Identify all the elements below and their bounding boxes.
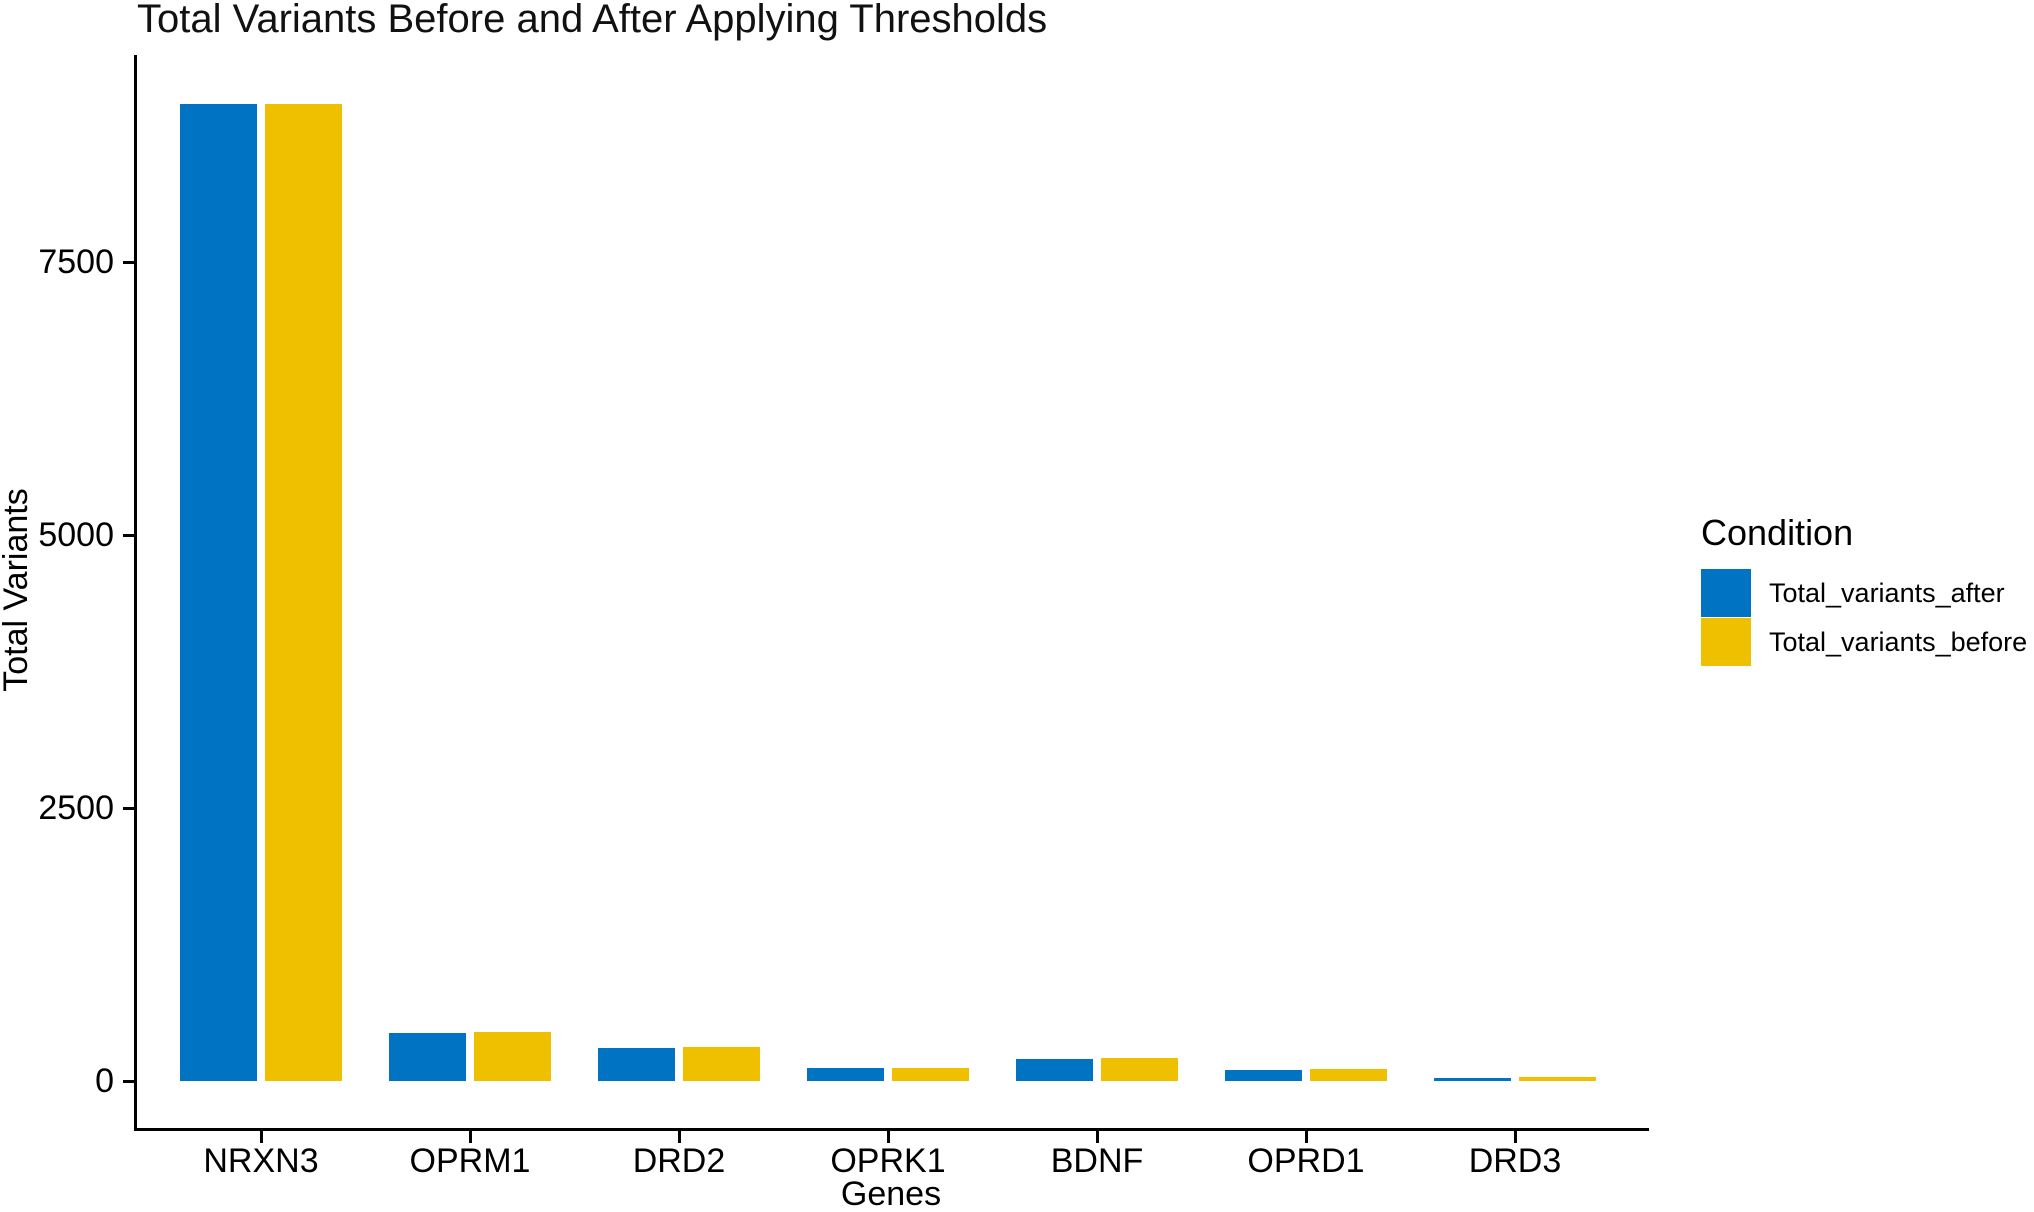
- y-tick-mark: [123, 1080, 134, 1083]
- x-tick-mark: [260, 1131, 263, 1143]
- x-tick-label: BDNF: [1050, 1142, 1144, 1180]
- legend-swatch-total-variants-after: [1701, 569, 1751, 617]
- bar-total_variants_after-oprd1: [1225, 1070, 1302, 1081]
- legend-label-total-variants-after: Total_variants_after: [1769, 578, 2005, 608]
- bar-total_variants_before-oprk1: [892, 1068, 969, 1081]
- bar-total_variants_after-bdnf: [1016, 1059, 1093, 1081]
- bar-total_variants_after-drd2: [598, 1048, 675, 1081]
- legend-swatch-total-variants-before: [1701, 618, 1751, 666]
- x-tick-mark: [469, 1131, 472, 1143]
- y-tick-mark: [123, 534, 134, 537]
- x-tick-label: DRD2: [632, 1142, 726, 1180]
- x-tick-label: DRD3: [1468, 1142, 1562, 1180]
- bar-total_variants_after-oprm1: [389, 1033, 466, 1081]
- bar-total_variants_after-nrxn3: [180, 104, 257, 1081]
- legend-label-total-variants-before: Total_variants_before: [1769, 627, 2028, 657]
- x-tick-label: OPRD1: [1247, 1142, 1365, 1180]
- y-axis-title: Total Variants: [0, 488, 35, 692]
- y-tick-label: 7500: [38, 243, 114, 281]
- legend-title: Condition: [1701, 512, 1854, 553]
- y-tick-mark: [123, 807, 134, 810]
- bar-total_variants_before-bdnf: [1101, 1058, 1178, 1081]
- bar-total_variants_before-drd3: [1519, 1077, 1596, 1081]
- x-axis-title: Genes: [840, 1175, 942, 1212]
- x-tick-label: NRXN3: [203, 1142, 319, 1180]
- x-tick-mark: [1305, 1131, 1308, 1143]
- y-tick-mark: [123, 261, 134, 264]
- y-tick-label: 5000: [38, 516, 114, 554]
- bar-total_variants_before-nrxn3: [265, 104, 342, 1081]
- plot-title: Total Variants Before and After Applying…: [137, 0, 1048, 41]
- x-tick-mark: [887, 1131, 890, 1143]
- bar-total_variants_before-drd2: [683, 1047, 760, 1081]
- y-tick-label: 0: [95, 1062, 114, 1100]
- y-tick-label: 2500: [38, 789, 114, 827]
- bar-total_variants_before-oprm1: [474, 1032, 551, 1081]
- bar-total_variants_after-oprk1: [807, 1068, 884, 1081]
- bar-total_variants_after-drd3: [1434, 1078, 1511, 1081]
- x-tick-mark: [678, 1131, 681, 1143]
- x-tick-label: OPRK1: [830, 1142, 946, 1180]
- x-tick-mark: [1514, 1131, 1517, 1143]
- x-tick-label: OPRM1: [409, 1142, 531, 1180]
- plot-panel: [134, 55, 1649, 1131]
- x-tick-mark: [1096, 1131, 1099, 1143]
- bar-total_variants_before-oprd1: [1310, 1069, 1387, 1081]
